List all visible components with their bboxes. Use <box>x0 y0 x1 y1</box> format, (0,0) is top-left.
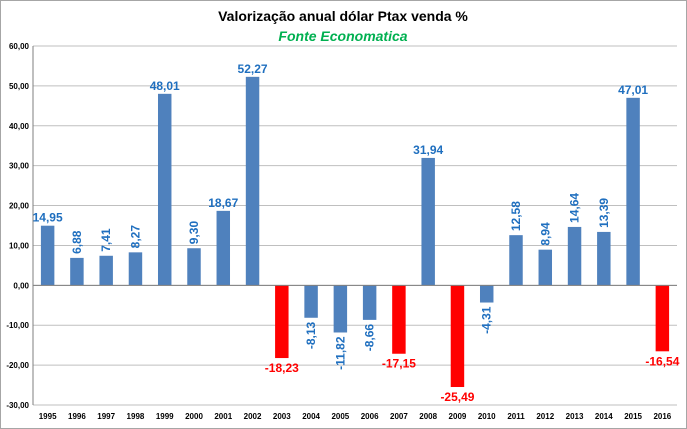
data-label-2012: 8,94 <box>538 222 552 246</box>
y-tick-label: -20,00 <box>6 361 29 370</box>
x-tick-label: 2003 <box>273 412 291 421</box>
data-label-2008: 31,94 <box>413 143 443 157</box>
y-axis-ticks: 60,00 50,00 40,00 30,00 20,00 10,00 0,00 -10,00… <box>6 42 29 410</box>
bar-1996 <box>70 257 84 286</box>
y-tick-label: 30,00 <box>9 162 30 171</box>
x-tick-label: 2001 <box>214 412 232 421</box>
data-label-2007: -17,15 <box>382 357 416 371</box>
data-label-1999: 48,01 <box>150 79 180 93</box>
data-label-2009: -25,49 <box>440 390 474 404</box>
x-tick-label: 2013 <box>566 412 584 421</box>
data-label-1995: 14,95 <box>33 211 63 225</box>
y-tick-label: 60,00 <box>9 42 30 51</box>
y-tick-label: -10,00 <box>6 321 29 330</box>
y-tick-label: 0,00 <box>13 281 29 290</box>
data-label-2002: 52,27 <box>238 62 268 76</box>
data-label-2010: -4,31 <box>480 306 494 334</box>
x-tick-label: 2015 <box>624 412 642 421</box>
x-tick-label: 2014 <box>595 412 613 421</box>
bar-2004 <box>304 285 318 318</box>
data-label-2013: 14,64 <box>568 193 582 223</box>
bar-1998 <box>128 252 143 286</box>
data-label-1996: 6,88 <box>70 230 84 254</box>
bar-1997 <box>99 255 113 286</box>
data-label-2004: -8,13 <box>304 321 318 349</box>
x-tick-label: 2002 <box>244 412 262 421</box>
data-label-2015: 47,01 <box>618 83 648 97</box>
y-tick-label: 40,00 <box>9 122 30 131</box>
y-tick-label: 20,00 <box>9 202 30 211</box>
y-tick-label: -30,00 <box>6 401 29 410</box>
bar-2003 <box>275 285 289 359</box>
x-tick-label: 2009 <box>449 412 467 421</box>
x-tick-label: 2000 <box>185 412 203 421</box>
bar-2008 <box>421 157 435 286</box>
x-tick-label: 2012 <box>536 412 554 421</box>
data-label-2006: -8,66 <box>363 324 377 352</box>
y-tick-label: 50,00 <box>9 82 30 91</box>
bar-2005 <box>333 285 348 333</box>
bar-2002 <box>245 76 260 286</box>
bars <box>40 76 670 388</box>
bar-2012 <box>538 249 553 286</box>
x-tick-label: 1999 <box>156 412 174 421</box>
bar-2007 <box>392 285 406 354</box>
data-label-2001: 18,67 <box>208 196 238 210</box>
bar-2010 <box>479 285 494 303</box>
axes <box>32 46 677 405</box>
bar-2013 <box>567 226 582 286</box>
x-tick-label: 1998 <box>127 412 145 421</box>
data-label-2011: 12,58 <box>509 201 523 231</box>
bar-1995 <box>40 225 55 286</box>
data-label-2000: 9,30 <box>187 221 201 245</box>
data-label-2003: -18,23 <box>265 361 299 375</box>
data-label-2016: -16,54 <box>645 354 679 368</box>
x-tick-label: 2008 <box>419 412 437 421</box>
data-label-2014: 13,39 <box>597 198 611 228</box>
x-tick-label: 2007 <box>390 412 408 421</box>
bar-2006 <box>362 285 377 320</box>
x-tick-label: 2006 <box>361 412 379 421</box>
data-labels: 14,95 6,88 7,41 8,27 48,01 9,30 18,67 52,27 -18,… <box>33 62 680 404</box>
bar-2016 <box>655 285 670 352</box>
bar-2014 <box>597 231 611 286</box>
bar-1999 <box>157 93 172 286</box>
x-tick-label: 1996 <box>68 412 86 421</box>
x-tick-label: 2010 <box>478 412 496 421</box>
x-tick-label: 1997 <box>97 412 115 421</box>
bar-2011 <box>509 235 523 286</box>
bar-2015 <box>626 97 640 286</box>
y-tick-label: 10,00 <box>9 241 30 250</box>
x-tick-label: 2011 <box>507 412 525 421</box>
chart-title: Valorização anual dólar Ptax venda % <box>218 8 468 24</box>
x-tick-label: 1995 <box>39 412 57 421</box>
data-label-1997: 7,41 <box>99 228 113 252</box>
x-axis-ticks: 1995 1996 1997 1998 1999 2000 2001 2002 2003 2004… <box>39 412 672 421</box>
x-tick-label: 2005 <box>331 412 349 421</box>
bar-2000 <box>187 248 201 286</box>
x-tick-label: 2004 <box>302 412 320 421</box>
x-tick-label: 2016 <box>653 412 671 421</box>
bar-2001 <box>216 210 231 286</box>
data-label-1998: 8,27 <box>128 225 142 249</box>
chart-subtitle: Fonte Economatica <box>278 28 407 44</box>
bar-2009 <box>450 285 465 388</box>
data-label-2005: -11,82 <box>333 336 347 370</box>
